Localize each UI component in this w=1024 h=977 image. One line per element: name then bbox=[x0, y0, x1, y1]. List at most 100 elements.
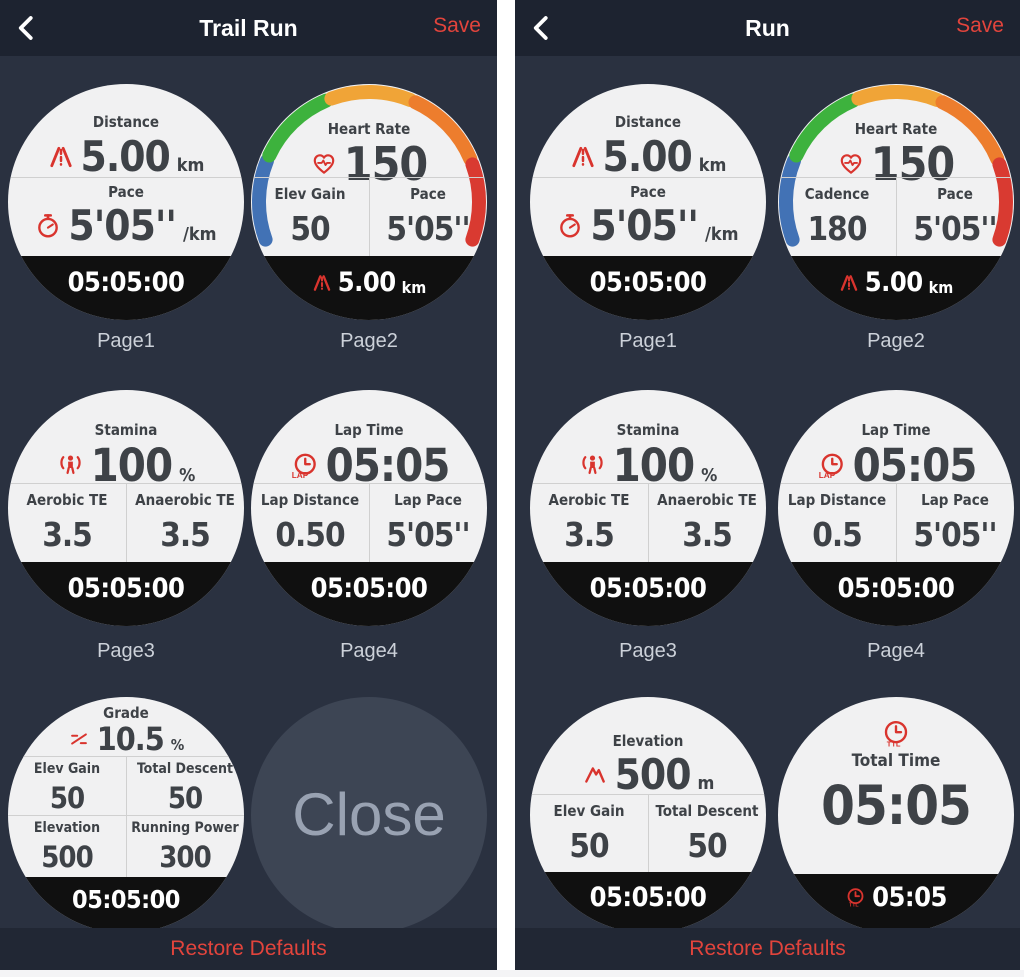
heart-rate-zone-arc bbox=[252, 85, 486, 247]
elapsed-time: 05:05:00 bbox=[310, 573, 428, 604]
field-value: 5'05'' bbox=[590, 201, 699, 250]
elapsed-time: 05:05:00 bbox=[589, 267, 707, 298]
watch-time-band: 05:05:00 bbox=[778, 562, 1014, 626]
restore-defaults-label: Restore Defaults bbox=[689, 937, 846, 960]
watch-bottom-band: 5.00 km bbox=[778, 256, 1014, 320]
trail-run-screen: Trail Run Save Distance 5.00 km Pace 5'0… bbox=[0, 0, 497, 970]
total-time-icon: TTL bbox=[884, 720, 908, 749]
watch-bottom-band: 5.00 km bbox=[251, 256, 487, 320]
grade-icon bbox=[70, 733, 87, 745]
data-field: Lap Distance 0.5 bbox=[787, 491, 887, 554]
divider bbox=[896, 177, 897, 256]
field-value: 100 bbox=[612, 439, 696, 492]
field-unit: /km bbox=[183, 224, 217, 245]
page-label-1: Page1 bbox=[97, 330, 155, 352]
elapsed-time: 05:05:00 bbox=[837, 573, 955, 604]
stopwatch-icon bbox=[38, 214, 59, 238]
data-field: Pace 5'05'' bbox=[913, 185, 997, 248]
back-icon[interactable] bbox=[12, 13, 42, 43]
data-field: Total Descent 50 bbox=[655, 802, 759, 865]
data-field: Anaerobic TE 3.5 bbox=[657, 491, 757, 554]
restore-defaults-button[interactable]: Restore Defaults bbox=[0, 928, 497, 970]
watch-face-page6[interactable]: TTL Total Time 05:05 TTL 05:05 bbox=[778, 697, 1014, 933]
field-label: Pace bbox=[630, 183, 666, 201]
page-label-4: Page4 bbox=[867, 640, 925, 662]
watch-face-page1[interactable]: Distance 5.00 km Pace 5'05'' /km 05:05:0… bbox=[8, 84, 244, 320]
watch-face-page2[interactable]: Heart Rate 150 Cadence 180 Pace 5'05'' 5… bbox=[778, 84, 1014, 320]
stopwatch-icon bbox=[560, 214, 581, 238]
svg-text:LAP: LAP bbox=[291, 470, 308, 479]
watch-face-page4[interactable]: Lap Time LAP 05:05 Lap Distance 0.5 Lap … bbox=[778, 390, 1014, 626]
divider bbox=[126, 483, 127, 562]
field-label: Heart Rate bbox=[327, 120, 411, 138]
distance-unit: km bbox=[928, 278, 954, 297]
field-value: 5.00 bbox=[80, 132, 171, 181]
divider bbox=[369, 177, 370, 256]
data-field: Elev Gain 50 bbox=[33, 761, 101, 816]
divider bbox=[896, 483, 897, 562]
watch-face-page3[interactable]: Stamina 100 % Aerobic TE 3.5 Anaerobic T… bbox=[530, 390, 766, 626]
appbar: Run Save bbox=[515, 0, 1020, 56]
field-value: 500 bbox=[614, 750, 692, 799]
page-label-1: Page1 bbox=[619, 330, 677, 352]
heart-rate-zone-arc bbox=[779, 85, 1013, 247]
back-icon[interactable] bbox=[527, 13, 557, 43]
elapsed-time: 05:05:00 bbox=[589, 882, 707, 913]
lap-time-icon: LAP bbox=[818, 453, 843, 479]
data-field: Lap Pace 5'05'' bbox=[913, 491, 997, 554]
data-field: Lap Distance 0.50 bbox=[260, 491, 360, 554]
field-value: 10.5 bbox=[96, 720, 165, 758]
watch-face-page4[interactable]: Lap Time LAP 05:05 Lap Distance 0.50 Lap… bbox=[251, 390, 487, 626]
field-label: Heart Rate bbox=[854, 120, 938, 138]
watch-face-page5[interactable]: Elevation 500 m Elev Gain 50 Total Desce… bbox=[530, 697, 766, 933]
data-field: Elev Gain 50 bbox=[274, 185, 346, 248]
restore-defaults-button[interactable]: Restore Defaults bbox=[515, 928, 1020, 970]
save-button[interactable]: Save bbox=[433, 14, 481, 37]
watch-time-band: 05:05:00 bbox=[530, 562, 766, 626]
divider bbox=[126, 756, 127, 877]
mountain-icon bbox=[584, 767, 605, 783]
watch-time-band: 05:05:00 bbox=[251, 562, 487, 626]
heart-rate-icon bbox=[313, 154, 335, 174]
field-label: Grade bbox=[103, 704, 149, 722]
watch-time-band: 05:05:00 bbox=[8, 562, 244, 626]
watch-face-page5[interactable]: Grade 10.5 % Elev Gain 50 Total Descent … bbox=[8, 697, 244, 933]
total-time-icon: TTL bbox=[847, 888, 864, 908]
road-distance-icon bbox=[571, 146, 594, 168]
svg-text:LAP: LAP bbox=[818, 470, 835, 479]
field-label: Distance bbox=[614, 113, 682, 131]
field-value: 150 bbox=[343, 137, 428, 191]
data-field: Aerobic TE 3.5 bbox=[26, 491, 108, 554]
total-time-value: 05:05 bbox=[872, 882, 947, 913]
watch-face-page3[interactable]: Stamina 100 % Aerobic TE 3.5 Anaerobic T… bbox=[8, 390, 244, 626]
field-unit: m bbox=[697, 773, 715, 794]
restore-defaults-label: Restore Defaults bbox=[170, 937, 327, 960]
appbar: Trail Run Save bbox=[0, 0, 497, 56]
field-label: Stamina bbox=[616, 421, 680, 439]
field-value: 05:05 bbox=[325, 439, 451, 492]
field-unit: % bbox=[170, 736, 185, 754]
lap-time-icon: LAP bbox=[291, 453, 316, 479]
watch-time-band: 05:05:00 bbox=[8, 877, 244, 933]
field-label: Pace bbox=[108, 183, 144, 201]
heart-rate-icon bbox=[840, 154, 862, 174]
page-label-4: Page4 bbox=[340, 640, 398, 662]
close-button[interactable]: Close bbox=[251, 697, 487, 933]
field-label: Lap Time bbox=[334, 421, 404, 439]
watch-bottom-band: TTL 05:05 bbox=[778, 874, 1014, 933]
distance-unit: km bbox=[401, 278, 427, 297]
field-value: 5.00 bbox=[602, 132, 693, 181]
watch-face-page2[interactable]: Heart Rate 150 Elev Gain 50 Pace 5'05'' … bbox=[251, 84, 487, 320]
svg-text:TTL: TTL bbox=[887, 740, 901, 749]
data-field: Running Power 300 bbox=[131, 820, 239, 875]
distance-value: 5.00 bbox=[864, 267, 923, 298]
divider bbox=[8, 177, 244, 178]
divider bbox=[648, 794, 649, 872]
field-value: 5'05'' bbox=[68, 201, 177, 250]
watch-face-page1[interactable]: Distance 5.00 km Pace 5'05'' /km 05:05:0… bbox=[530, 84, 766, 320]
page-title: Run bbox=[745, 14, 790, 41]
elapsed-time: 05:05:00 bbox=[589, 573, 707, 604]
field-unit: % bbox=[701, 465, 718, 486]
watch-time-band: 05:05:00 bbox=[530, 872, 766, 933]
save-button[interactable]: Save bbox=[956, 14, 1004, 37]
